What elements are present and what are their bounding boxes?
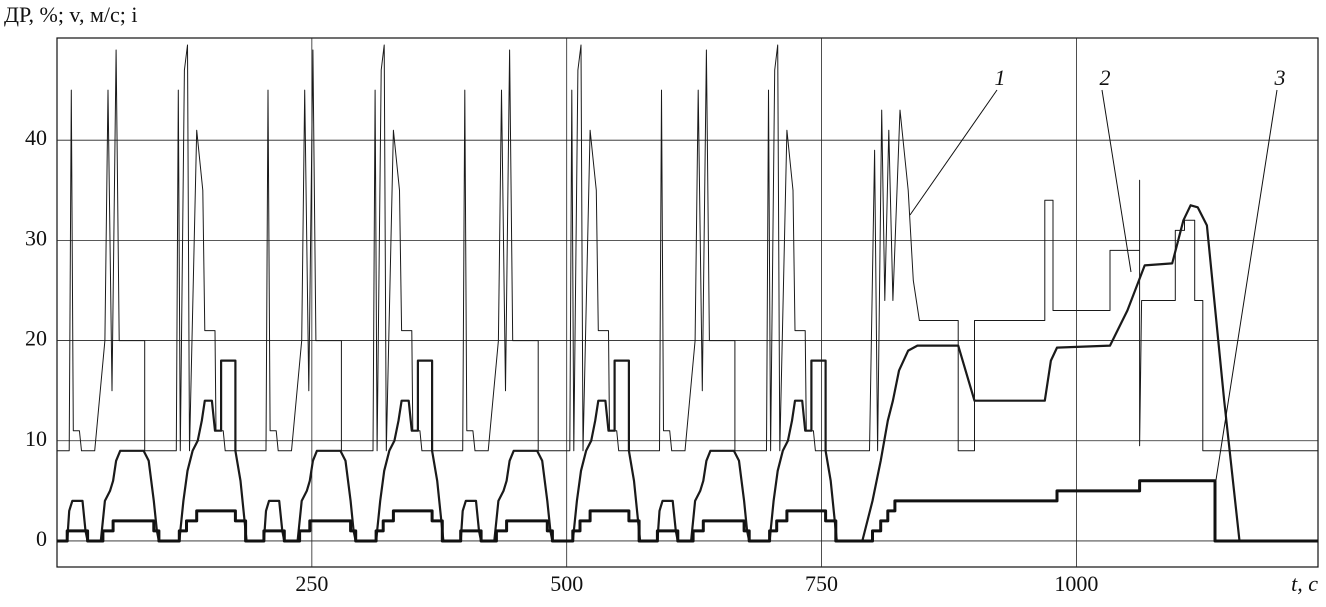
plot-frame: [56, 37, 1319, 568]
y-tick-label: 10: [25, 426, 47, 451]
series-annotation: 3: [1274, 65, 1286, 90]
y-tick-label: 0: [36, 526, 47, 551]
y-tick-label: 40: [25, 125, 47, 150]
x-tick-label: 750: [805, 571, 838, 596]
x-tick-label: 1000: [1054, 571, 1098, 596]
series-line: [57, 44, 1318, 452]
leader-line: [1101, 89, 1132, 273]
series-line: [57, 479, 1318, 543]
series-line: [57, 204, 1318, 543]
series-annotation: 1: [995, 65, 1006, 90]
x-tick-label: 250: [295, 571, 328, 596]
x-tick-label: 500: [550, 571, 583, 596]
y-tick-label: 20: [25, 326, 47, 351]
leader-line: [1215, 89, 1278, 481]
y-tick-label: 30: [25, 225, 47, 250]
x-axis-label: t, с: [1291, 571, 1318, 596]
y-axis-label: ДР, %; v, м/с; i: [4, 2, 138, 27]
series-annotation: 2: [1100, 65, 1111, 90]
leader-line: [909, 89, 998, 216]
